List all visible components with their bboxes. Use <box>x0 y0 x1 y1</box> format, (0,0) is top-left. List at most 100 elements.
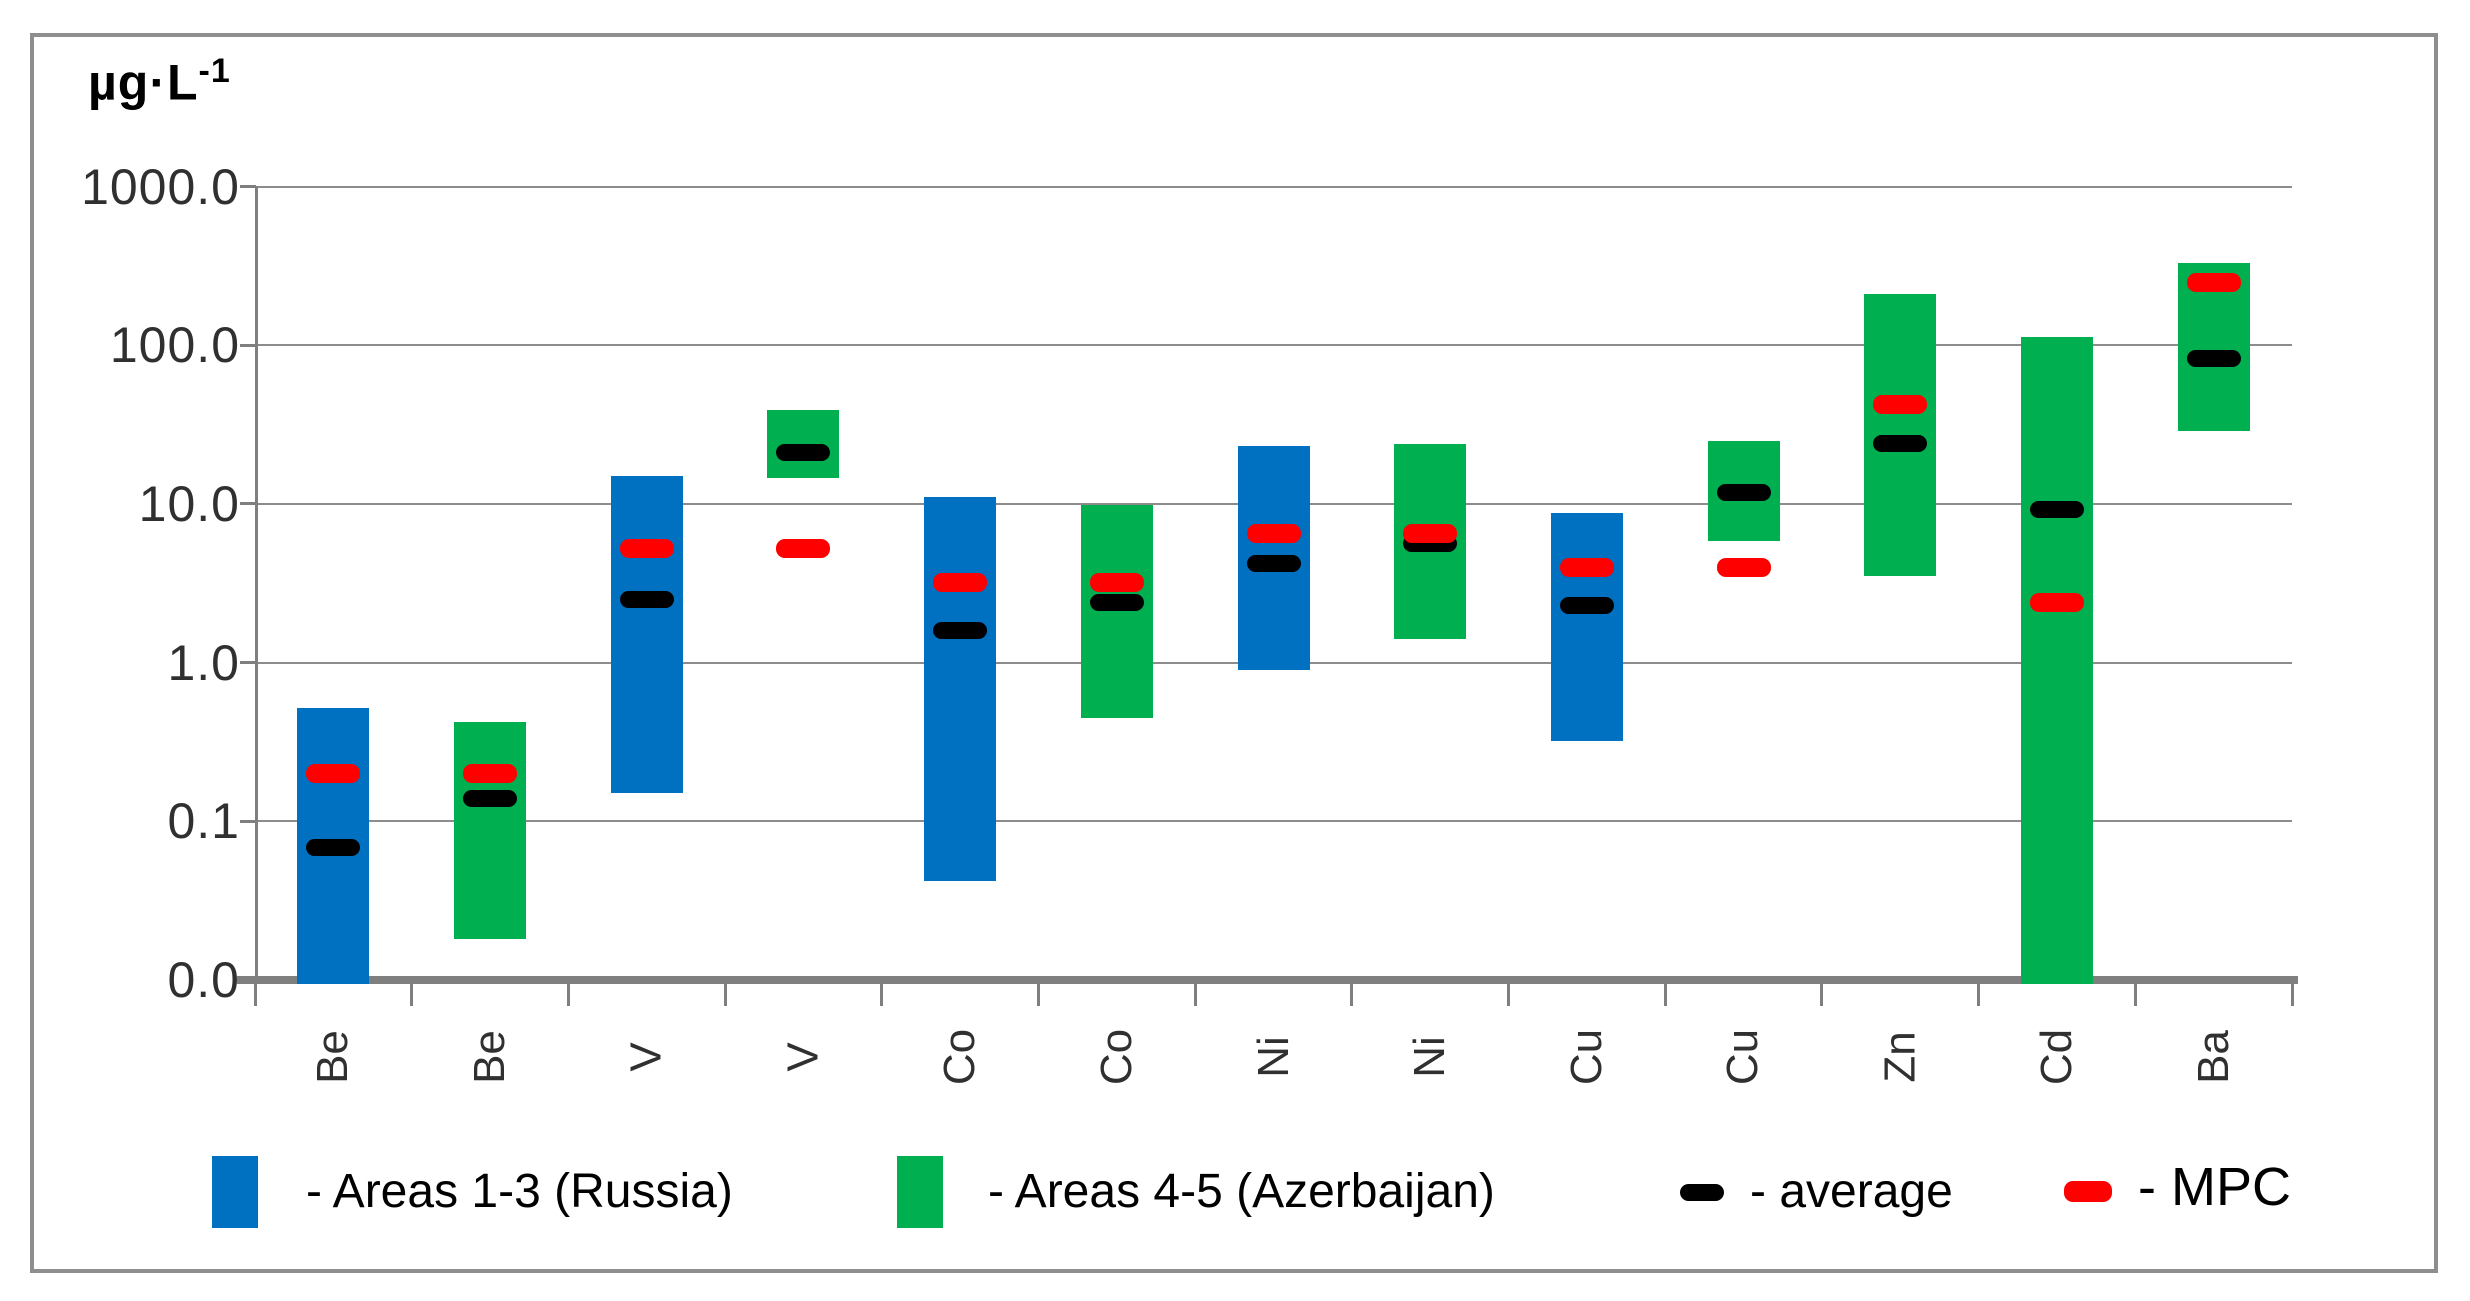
y-axis-tick-mark <box>240 185 256 188</box>
y-axis-tick-mark <box>240 343 256 347</box>
legend-label-mpc: - MPC <box>2138 1157 2291 1217</box>
range-bar-cd-azerbaijan <box>2020 337 2093 984</box>
x-category-label-ba-12: Ba <box>2159 1002 2269 1112</box>
x-axis-tick-mark <box>253 984 257 1006</box>
gridline-100.0 <box>255 344 2292 347</box>
average-dash-ni-russia <box>1246 555 1301 573</box>
y-axis-tick-mark <box>240 819 256 823</box>
y-axis-unit-base: µg·L <box>88 54 199 111</box>
average-dash-cu-russia <box>1559 596 1614 614</box>
y-tick-label-1.0: 1.0 <box>167 634 240 691</box>
x-axis-tick-mark <box>1663 984 1667 1006</box>
legend-label-average: - average <box>1750 1165 1953 1218</box>
y-axis-tick-mark <box>240 978 256 982</box>
average-dash-be-russia <box>306 839 361 857</box>
x-category-label-text: Cd <box>2031 1028 2081 1086</box>
x-category-label-text: Be <box>465 1030 515 1084</box>
x-axis-tick-mark <box>1350 984 1354 1006</box>
range-bar-be-azerbaijan <box>454 722 527 940</box>
x-category-label-text: Cu <box>1561 1028 1611 1086</box>
mpc-dash-be-russia <box>306 764 361 784</box>
x-category-label-text: Ni <box>1248 1036 1298 1078</box>
y-tick-label-0.0: 0.0 <box>167 952 240 1008</box>
x-category-label-text: Co <box>1091 1028 1141 1086</box>
average-dash-cd-azerbaijan <box>2029 501 2084 519</box>
x-axis-tick-mark <box>1507 984 1511 1006</box>
x-category-label-co-5: Co <box>1062 1002 1172 1112</box>
x-category-label-co-4: Co <box>905 1002 1015 1112</box>
mpc-dash-ba-azerbaijan <box>2186 272 2241 292</box>
mpc-dash-cu-azerbaijan <box>1716 557 1771 577</box>
mpc-dash-co-russia <box>933 572 988 592</box>
legend-swatch-mpc <box>2064 1181 2112 1202</box>
y-axis-tick-mark <box>240 502 256 506</box>
x-axis-tick-mark <box>566 984 570 1006</box>
x-category-label-text: Zn <box>1875 1031 1925 1083</box>
mpc-dash-ni-russia <box>1246 524 1301 544</box>
y-axis-unit-label: µg·L-1 <box>88 52 231 112</box>
x-category-label-cu-8: Cu <box>1532 1002 1642 1112</box>
x-axis-tick-mark <box>1193 984 1197 1006</box>
range-bar-co-azerbaijan <box>1080 504 1153 718</box>
legend-label-azerbaijan: - Areas 4-5 (Azerbaijan) <box>988 1165 1495 1218</box>
legend-label-russia: - Areas 1-3 (Russia) <box>306 1165 733 1218</box>
y-tick-label-1000.0: 1000.0 <box>81 158 240 215</box>
x-category-label-zn-10: Zn <box>1845 1002 1955 1112</box>
x-axis-tick-mark <box>723 984 727 1006</box>
range-bar-co-russia <box>924 497 997 882</box>
x-axis-tick-mark <box>1036 984 1040 1006</box>
x-category-label-cu-9: Cu <box>1689 1002 1799 1112</box>
legend-swatch-russia <box>212 1156 258 1228</box>
gridline-1000.0 <box>255 185 2292 188</box>
x-category-label-cd-11: Cd <box>2002 1002 2112 1112</box>
x-axis-tick-mark <box>410 984 414 1006</box>
mpc-dash-cu-russia <box>1559 557 1614 577</box>
gridline-0.1 <box>255 820 2292 823</box>
mpc-dash-ni-azerbaijan <box>1403 524 1458 544</box>
average-dash-co-azerbaijan <box>1089 593 1144 611</box>
y-tick-label-0.1: 0.1 <box>167 793 240 850</box>
x-category-label-text: Cu <box>1718 1028 1768 1086</box>
average-dash-co-russia <box>933 621 988 639</box>
x-axis-tick-mark <box>2133 984 2137 1006</box>
average-dash-ba-azerbaijan <box>2186 349 2241 367</box>
x-category-label-text: Ba <box>2188 1030 2238 1084</box>
x-category-label-text: Co <box>935 1028 985 1086</box>
mpc-dash-co-azerbaijan <box>1089 572 1144 592</box>
average-dash-cu-azerbaijan <box>1716 483 1771 501</box>
x-category-label-v-3: V <box>748 1002 858 1112</box>
x-category-label-text: Ni <box>1405 1036 1455 1078</box>
y-axis-tick-mark <box>240 661 256 665</box>
figure-border <box>30 33 2438 1273</box>
x-category-label-be-0: Be <box>278 1002 388 1112</box>
average-dash-zn-azerbaijan <box>1873 435 1928 453</box>
average-dash-v-azerbaijan <box>776 444 831 462</box>
range-bar-v-azerbaijan <box>767 410 840 479</box>
range-bar-cu-russia <box>1550 512 1623 742</box>
x-axis-line <box>237 976 2298 984</box>
y-tick-label-10.0: 10.0 <box>138 475 240 532</box>
mpc-dash-zn-azerbaijan <box>1873 395 1928 415</box>
x-axis-tick-mark <box>1820 984 1824 1006</box>
average-dash-v-russia <box>619 590 674 608</box>
mpc-dash-v-russia <box>619 539 674 559</box>
y-tick-label-100.0: 100.0 <box>109 317 240 374</box>
average-dash-be-azerbaijan <box>463 789 518 807</box>
x-category-label-text: Be <box>308 1030 358 1084</box>
x-category-label-text: V <box>621 1042 671 1072</box>
x-category-label-be-1: Be <box>435 1002 545 1112</box>
mpc-dash-cd-azerbaijan <box>2029 592 2084 612</box>
legend-swatch-azerbaijan <box>897 1156 943 1228</box>
y-axis-line <box>255 186 258 984</box>
legend-swatch-average <box>1680 1184 1724 1201</box>
x-axis-tick-mark <box>880 984 884 1006</box>
x-axis-tick-mark <box>1977 984 1981 1006</box>
x-category-label-ni-7: Ni <box>1375 1002 1485 1112</box>
mpc-dash-v-azerbaijan <box>776 539 831 559</box>
range-bar-v-russia <box>610 475 683 794</box>
x-category-label-v-2: V <box>592 1002 702 1112</box>
x-category-label-ni-6: Ni <box>1219 1002 1329 1112</box>
y-axis-unit-superscript: -1 <box>198 52 231 90</box>
x-axis-tick-mark <box>2290 984 2294 1006</box>
